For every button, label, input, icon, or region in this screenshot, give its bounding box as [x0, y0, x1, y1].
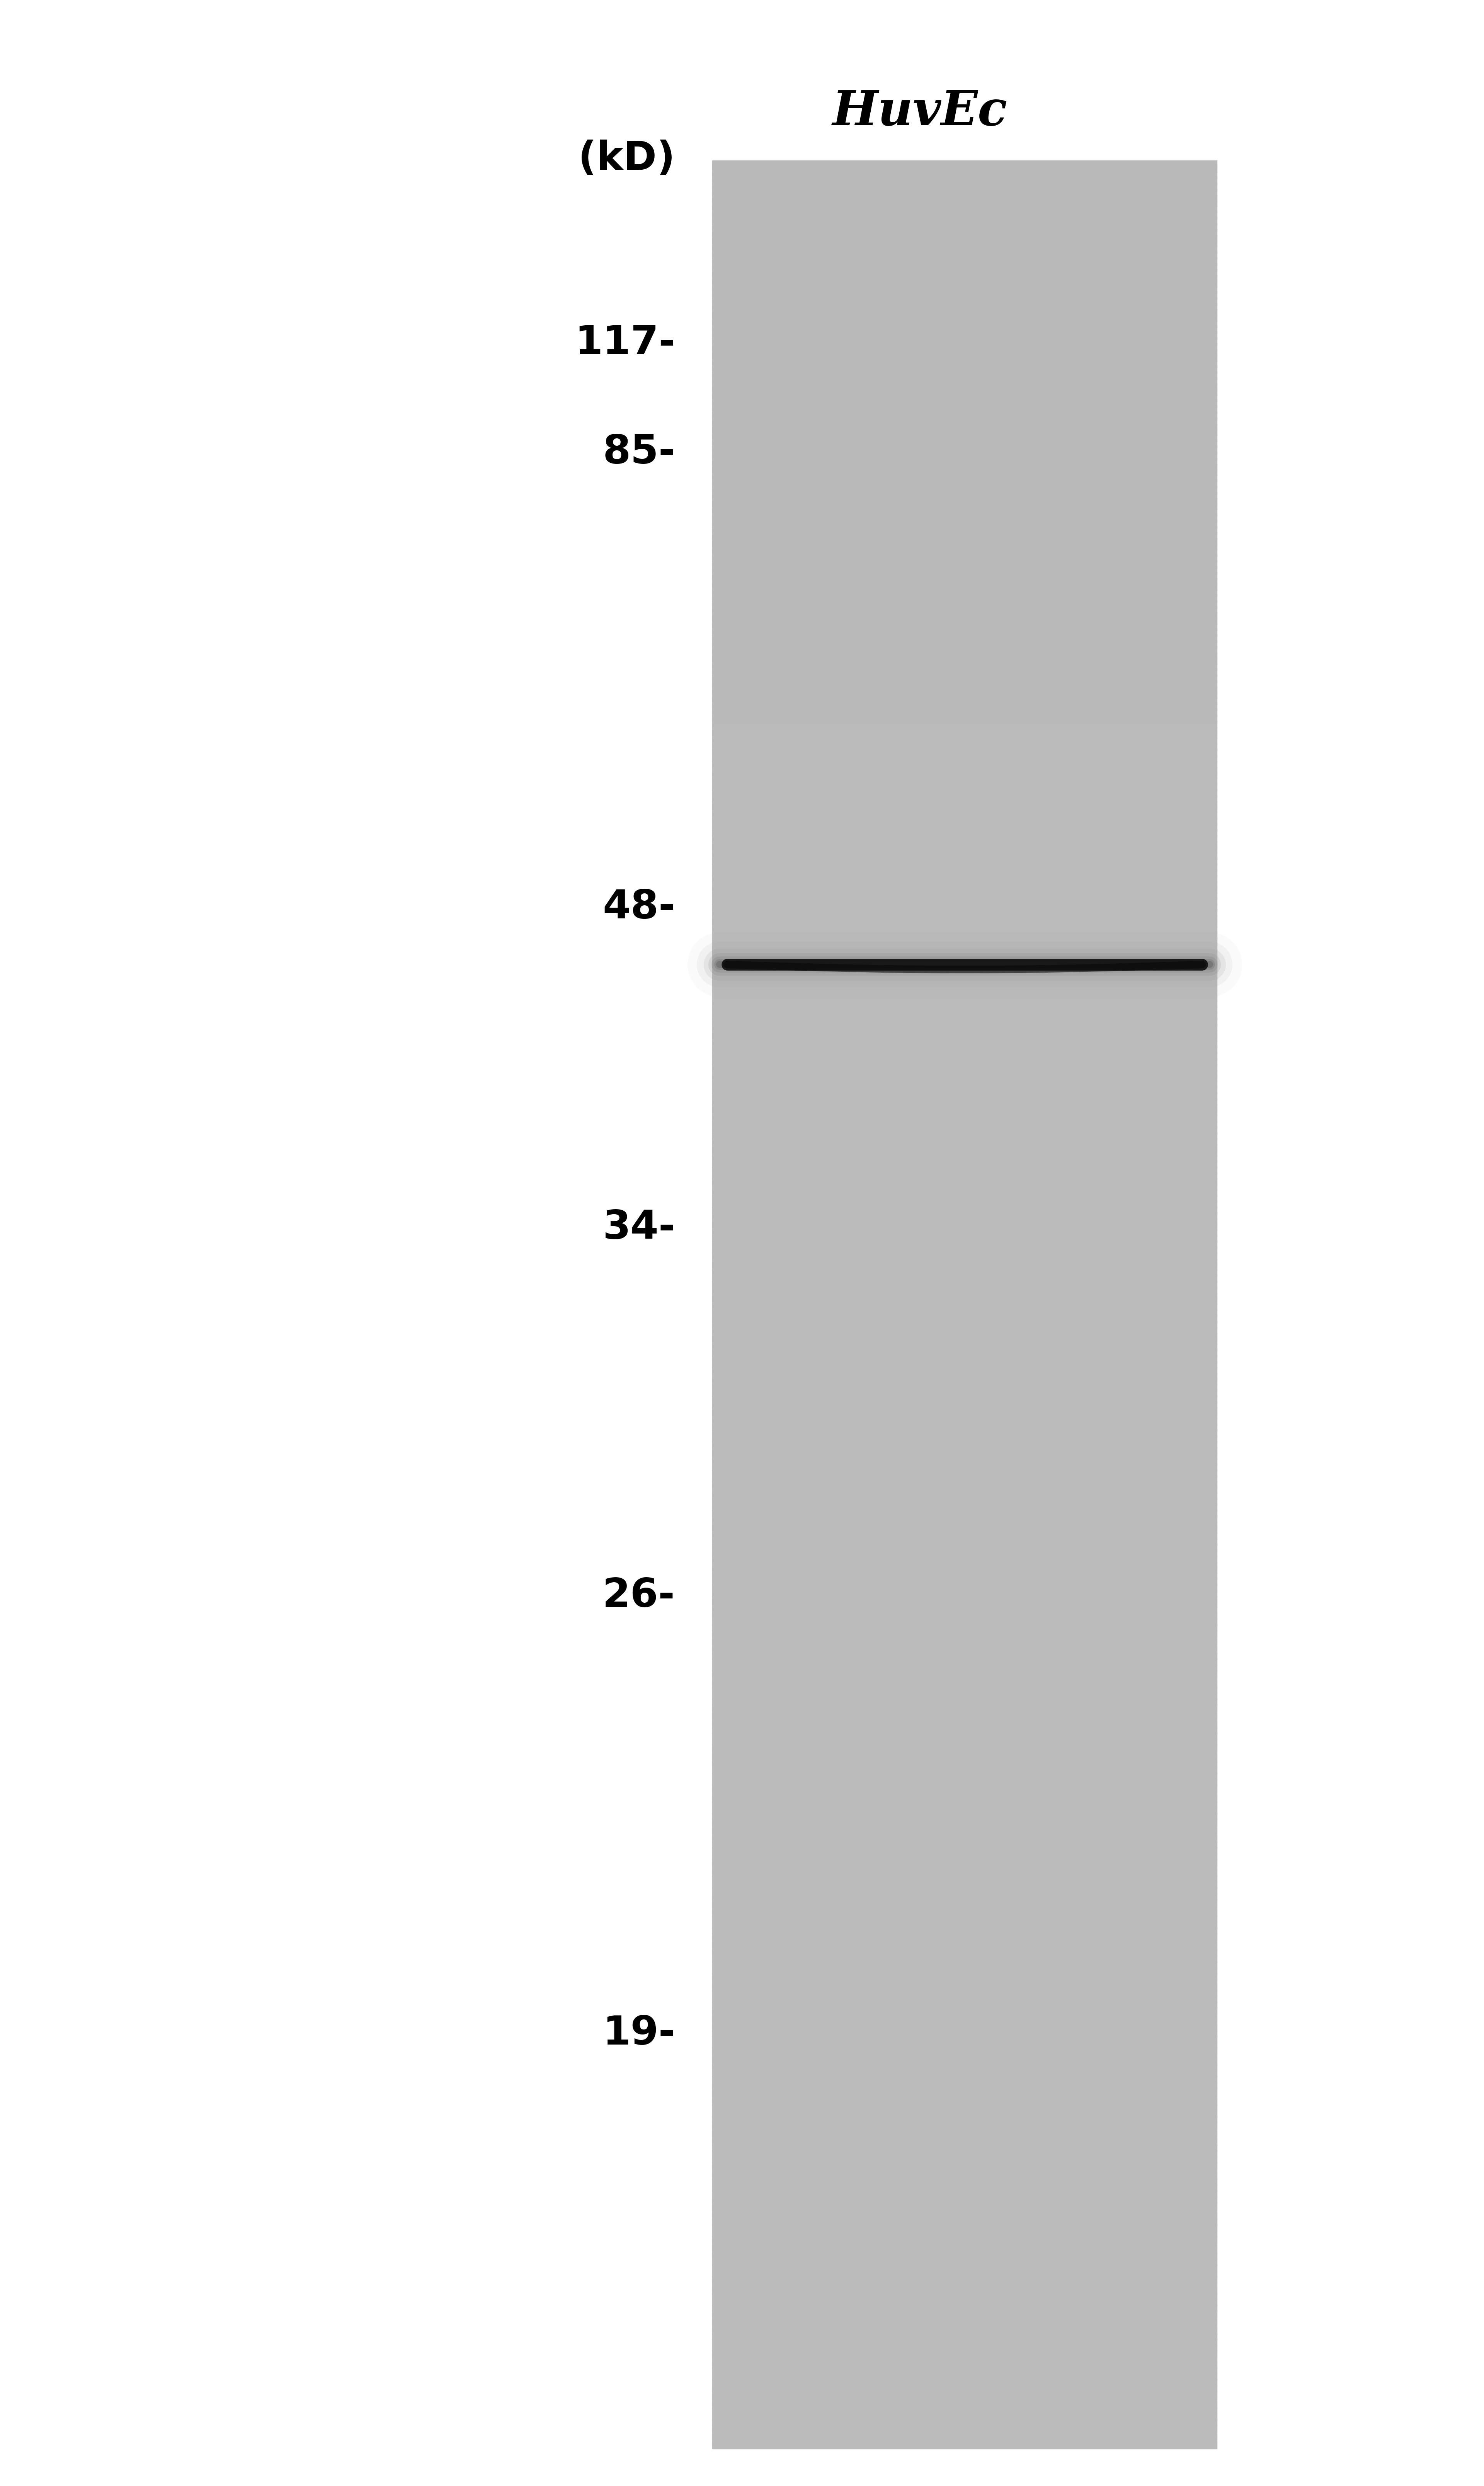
Text: 117-: 117-: [574, 323, 675, 363]
Text: (kD): (kD): [579, 139, 675, 179]
Text: 19-: 19-: [603, 2014, 675, 2053]
Text: 34-: 34-: [603, 1208, 675, 1248]
Text: HuvEc: HuvEc: [833, 89, 1008, 134]
Text: 26-: 26-: [603, 1576, 675, 1616]
Text: 48-: 48-: [603, 888, 675, 927]
Text: 85-: 85-: [603, 433, 675, 472]
